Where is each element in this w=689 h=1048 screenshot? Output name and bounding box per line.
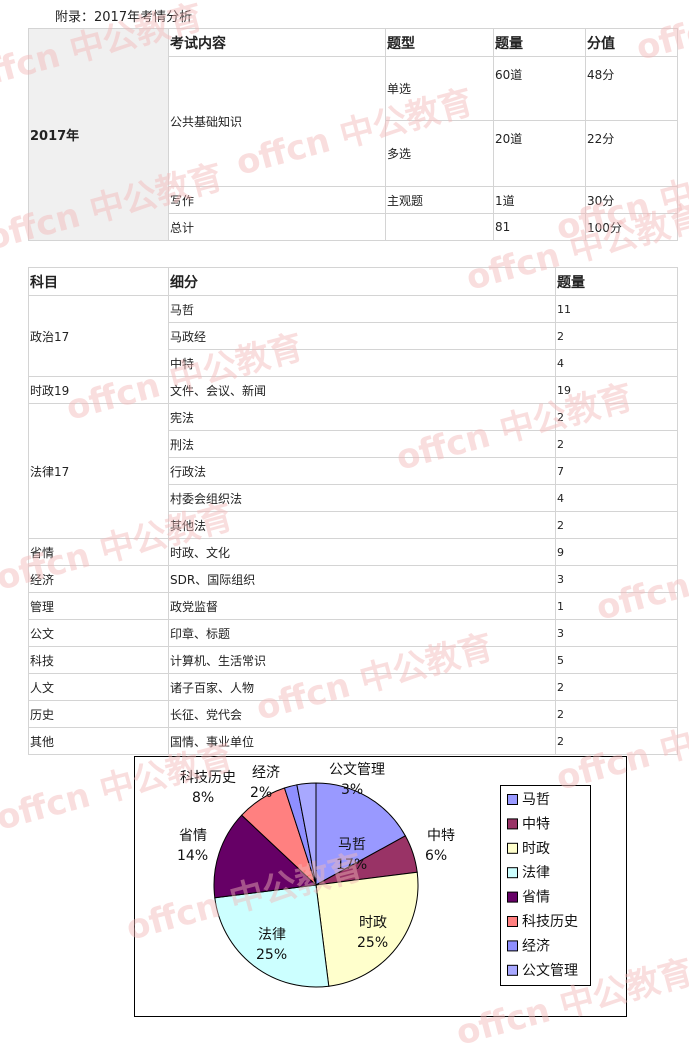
pie-slice xyxy=(213,814,318,899)
subject-cell: 经济 xyxy=(28,565,169,593)
slice-value-label: 14% xyxy=(177,848,208,864)
item-cell: 长征、党代会 xyxy=(168,700,556,728)
legend-swatch xyxy=(507,818,518,830)
subject-cell: 管理 xyxy=(28,592,169,620)
subject-cell: 人文 xyxy=(28,673,169,701)
slice-label: 省情 xyxy=(179,828,207,844)
pie-slice xyxy=(296,782,317,886)
slice-label: 科技历史 xyxy=(180,770,236,786)
slice-label: 时政 xyxy=(359,915,387,931)
item-cell: 诸子百家、人物 xyxy=(168,673,556,701)
count-cell: 1道 xyxy=(493,186,586,214)
count-cell: 81 xyxy=(493,213,586,241)
chart-frame xyxy=(134,756,627,1017)
legend-swatch xyxy=(507,794,518,805)
slice-label: 经济 xyxy=(252,765,280,781)
count-cell: 20道 xyxy=(493,120,586,187)
pie-slice xyxy=(315,782,407,886)
slice-value-label: 2% xyxy=(250,785,272,801)
count-cell: 2 xyxy=(555,322,678,350)
legend-swatch xyxy=(507,842,518,854)
count-cell: 3 xyxy=(555,565,678,593)
legend-swatch xyxy=(507,916,518,927)
item-cell: 行政法 xyxy=(168,457,556,485)
content-cell: 写作 xyxy=(168,186,386,214)
legend-swatch xyxy=(507,867,518,879)
count-cell: 2 xyxy=(555,673,678,701)
subject-cell: 省情 xyxy=(28,538,169,566)
legend-label: 法律 xyxy=(522,865,550,881)
slice-value-label: 8% xyxy=(192,790,214,806)
count-cell: 19 xyxy=(555,376,678,404)
legend-swatch xyxy=(507,940,518,952)
count-cell: 3 xyxy=(555,619,678,647)
legend-swatch xyxy=(507,891,518,903)
subject-cell: 其他 xyxy=(28,727,169,755)
legend-label: 经济 xyxy=(522,938,550,954)
topic-table: 科目 细分 题量 政治17 马哲 11 马政经 2 中特 4 时政19 文件、会议、新闻 19 法律… xyxy=(28,267,678,755)
score-cell: 100分 xyxy=(585,213,678,241)
score-cell: 22分 xyxy=(585,120,678,187)
item-cell: 印章、标题 xyxy=(168,619,556,647)
legend-label: 公文管理 xyxy=(522,963,578,979)
legend-label: 中特 xyxy=(522,816,550,832)
subject-cell: 法律17 xyxy=(28,403,169,539)
subject-cell: 公文 xyxy=(28,619,169,647)
header-cell: 题量 xyxy=(555,267,678,296)
item-cell: 刑法 xyxy=(168,430,556,458)
empty-cell xyxy=(385,213,494,241)
slice-label: 中特 xyxy=(427,828,455,844)
subject-cell: 时政19 xyxy=(28,376,169,404)
item-cell: 中特 xyxy=(168,349,556,377)
header-cell: 题量 xyxy=(493,28,586,57)
slice-label: 马哲 xyxy=(338,837,366,853)
subject-cell: 科技 xyxy=(28,646,169,674)
item-cell: 计算机、生活常识 xyxy=(168,646,556,674)
slice-value-label: 17% xyxy=(336,857,367,873)
item-cell: 国情、事业单位 xyxy=(168,727,556,755)
slice-value-label: 25% xyxy=(357,935,388,951)
slice-value-label: 25% xyxy=(256,947,287,963)
pie-slice xyxy=(214,884,330,988)
legend-label: 科技历史 xyxy=(522,914,578,930)
count-cell: 9 xyxy=(555,538,678,566)
item-cell: 文件、会议、新闻 xyxy=(168,376,556,404)
page-title: 附录：2017年考情分析 xyxy=(55,10,193,25)
slice-value-label: 6% xyxy=(425,848,447,864)
count-cell: 2 xyxy=(555,403,678,431)
content-cell: 总计 xyxy=(168,213,386,241)
item-cell: 村委会组织法 xyxy=(168,484,556,512)
legend-label: 省情 xyxy=(522,890,550,906)
exam-table: 2017年 考试内容 题型 题量 分值 公共基础知识 单选 60道 48分 多选… xyxy=(28,28,678,241)
slice-label: 公文管理 xyxy=(329,762,385,778)
pie-slice xyxy=(315,871,419,987)
legend-label: 马哲 xyxy=(522,792,550,808)
legend-swatch xyxy=(507,964,518,976)
slice-label: 法律 xyxy=(258,927,286,943)
content-cell: 公共基础知识 xyxy=(168,56,386,187)
legend-label: 时政 xyxy=(522,841,550,857)
header-cell: 细分 xyxy=(168,267,556,296)
slice-value-label: 3% xyxy=(341,782,363,798)
count-cell: 2 xyxy=(555,727,678,755)
count-cell: 2 xyxy=(555,700,678,728)
